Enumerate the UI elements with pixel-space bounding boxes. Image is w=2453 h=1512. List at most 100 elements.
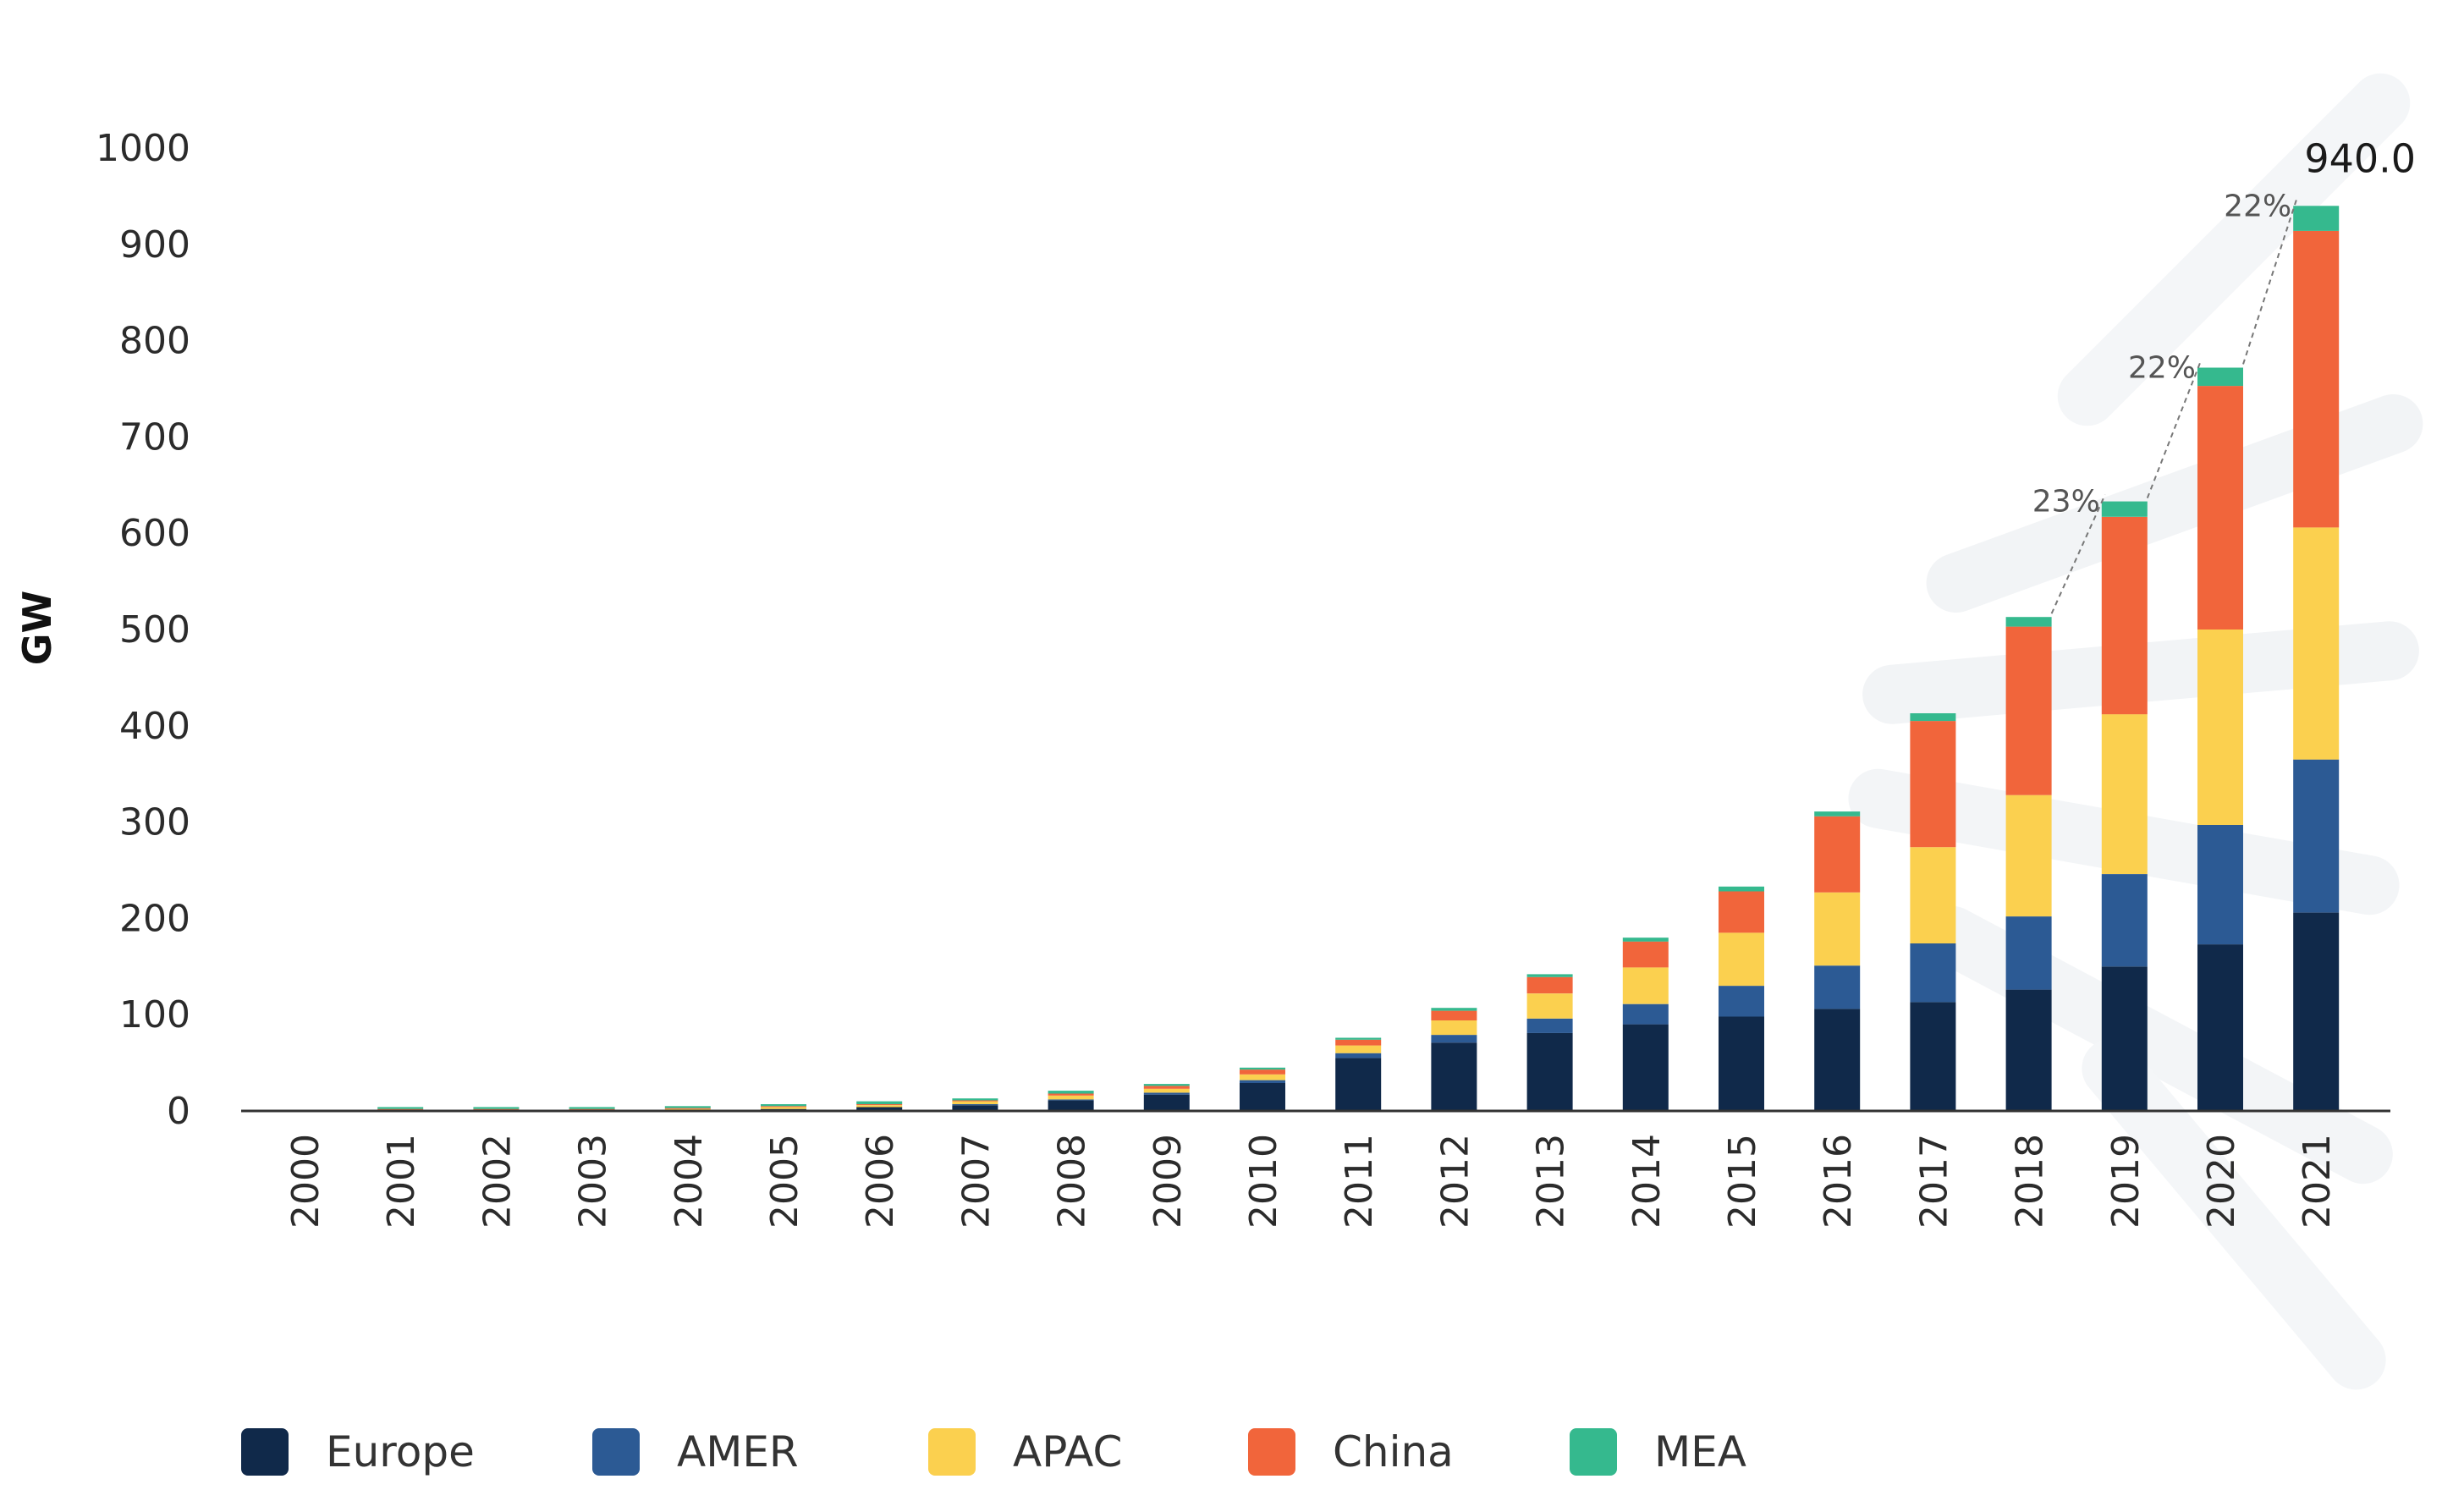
bar-amer-2019 bbox=[2101, 874, 2148, 967]
bar-stack-2021 bbox=[2293, 206, 2340, 1111]
growth-label: 22% bbox=[2128, 350, 2196, 385]
bar-mea-2004 bbox=[664, 1106, 711, 1108]
bar-europe-2008 bbox=[1048, 1100, 1094, 1111]
bar-china-2013 bbox=[1526, 976, 1573, 994]
x-tick-label: 2002 bbox=[476, 1134, 519, 1229]
bar-apac-2006 bbox=[856, 1105, 903, 1108]
bar-mea-2001 bbox=[377, 1107, 424, 1109]
growth-line bbox=[2242, 198, 2298, 365]
bar-apac-2017 bbox=[1910, 847, 1956, 943]
x-tick-label: 2004 bbox=[668, 1134, 711, 1229]
bar-mea-2021 bbox=[2293, 206, 2340, 231]
bar-china-2005 bbox=[761, 1106, 806, 1108]
legend-item-amer: AMER bbox=[592, 1427, 799, 1476]
bar-stack-2012 bbox=[1431, 1008, 1477, 1111]
bar-europe-2017 bbox=[1910, 1002, 1956, 1111]
y-tick-label: 300 bbox=[119, 801, 190, 844]
bar-china-2004 bbox=[664, 1108, 711, 1109]
bar-apac-2014 bbox=[1622, 967, 1669, 1004]
bar-mea-2012 bbox=[1431, 1008, 1477, 1011]
bar-mea-2014 bbox=[1622, 937, 1669, 942]
x-axis: 2000 2001 2002 2003 2004 2005 2006 2007 2008 2009… bbox=[284, 1134, 2339, 1229]
bar-stack-2006 bbox=[856, 1101, 903, 1111]
bar-europe-2010 bbox=[1240, 1083, 1285, 1111]
bar-china-2018 bbox=[2005, 626, 2052, 795]
legend-label: APAC bbox=[1013, 1427, 1122, 1476]
x-tick-label: 2007 bbox=[954, 1134, 998, 1229]
bar-mea-2002 bbox=[473, 1107, 520, 1109]
y-tick-label: 700 bbox=[119, 415, 190, 459]
x-tick-label: 2020 bbox=[2200, 1134, 2243, 1229]
bar-apac-2015 bbox=[1719, 932, 1764, 987]
bar-stack-2014 bbox=[1622, 937, 1669, 1111]
bar-amer-2010 bbox=[1240, 1080, 1285, 1083]
y-tick-label: 500 bbox=[119, 608, 190, 652]
bar-amer-2016 bbox=[1814, 965, 1861, 1009]
bar-europe-2012 bbox=[1431, 1042, 1477, 1111]
y-tick-label: 0 bbox=[167, 1090, 190, 1133]
bar-amer-2007 bbox=[952, 1104, 998, 1106]
bar-europe-2018 bbox=[2005, 989, 2052, 1111]
bar-mea-2018 bbox=[2005, 617, 2052, 627]
legend: Europe AMER APAC China MEA bbox=[241, 1427, 1746, 1476]
bar-china-2019 bbox=[2101, 516, 2148, 715]
bar-china-2021 bbox=[2293, 230, 2340, 528]
bar-europe-2014 bbox=[1622, 1024, 1669, 1111]
bar-europe-2007 bbox=[952, 1105, 998, 1111]
bar-mea-2007 bbox=[952, 1098, 998, 1101]
bar-apac-2008 bbox=[1048, 1095, 1094, 1100]
legend-item-apac: APAC bbox=[928, 1427, 1122, 1476]
growth-line bbox=[2146, 360, 2202, 499]
bar-stack-2017 bbox=[1910, 713, 1956, 1111]
bar-europe-2011 bbox=[1335, 1058, 1382, 1111]
y-tick-label: 400 bbox=[119, 705, 190, 748]
total-label: 940.0 bbox=[2304, 135, 2416, 181]
bar-europe-2016 bbox=[1814, 1009, 1861, 1111]
bar-apac-2004 bbox=[664, 1108, 711, 1110]
bar-europe-2006 bbox=[856, 1107, 903, 1111]
x-tick-label: 2009 bbox=[1147, 1134, 1190, 1229]
x-tick-label: 2013 bbox=[1530, 1134, 1573, 1229]
bar-europe-2020 bbox=[2197, 944, 2243, 1111]
x-tick-label: 2015 bbox=[1721, 1134, 1764, 1229]
y-tick-label: 900 bbox=[119, 223, 190, 267]
legend-swatch bbox=[592, 1428, 640, 1476]
legend-label: Europe bbox=[326, 1427, 475, 1476]
legend-swatch bbox=[241, 1428, 289, 1476]
bar-mea-2003 bbox=[569, 1107, 615, 1109]
bar-stack-2009 bbox=[1143, 1084, 1190, 1111]
x-tick-label: 2001 bbox=[380, 1134, 423, 1229]
x-tick-label: 2017 bbox=[1912, 1134, 1955, 1229]
bar-amer-2017 bbox=[1910, 943, 1956, 1003]
bar-apac-2010 bbox=[1240, 1074, 1285, 1080]
bar-china-2016 bbox=[1814, 816, 1861, 893]
annotations: 940.0 23% 22% 22% bbox=[2032, 135, 2416, 614]
x-tick-label: 2012 bbox=[1433, 1134, 1477, 1229]
bar-amer-2008 bbox=[1048, 1099, 1094, 1101]
bar-china-2002 bbox=[473, 1108, 520, 1110]
bar-china-2012 bbox=[1431, 1010, 1477, 1020]
bar-europe-2015 bbox=[1719, 1016, 1764, 1111]
bar-amer-2009 bbox=[1143, 1092, 1190, 1095]
bar-china-2006 bbox=[856, 1104, 903, 1106]
y-tick-label: 800 bbox=[119, 320, 190, 363]
growth-label: 22% bbox=[2224, 189, 2291, 223]
bar-mea-2015 bbox=[1719, 886, 1764, 892]
bar-stack-2016 bbox=[1814, 811, 1861, 1111]
bar-stack-2010 bbox=[1240, 1067, 1285, 1111]
bar-china-2020 bbox=[2197, 386, 2243, 630]
bar-china-2008 bbox=[1048, 1093, 1094, 1096]
legend-label: China bbox=[1333, 1427, 1454, 1476]
growth-line bbox=[2050, 494, 2106, 614]
bar-amer-2020 bbox=[2197, 825, 2243, 945]
bar-stack-2015 bbox=[1719, 886, 1764, 1111]
bar-apac-2020 bbox=[2197, 630, 2243, 825]
bar-china-2007 bbox=[952, 1100, 998, 1102]
x-tick-label: 2006 bbox=[859, 1134, 902, 1229]
bar-mea-2010 bbox=[1240, 1067, 1285, 1070]
y-axis: 0 100 200 300 400 500 600 700 800 900 1000 bbox=[96, 127, 190, 1133]
bar-amer-2013 bbox=[1526, 1018, 1573, 1033]
bar-apac-2018 bbox=[2005, 794, 2052, 917]
bar-mea-2009 bbox=[1143, 1084, 1190, 1086]
